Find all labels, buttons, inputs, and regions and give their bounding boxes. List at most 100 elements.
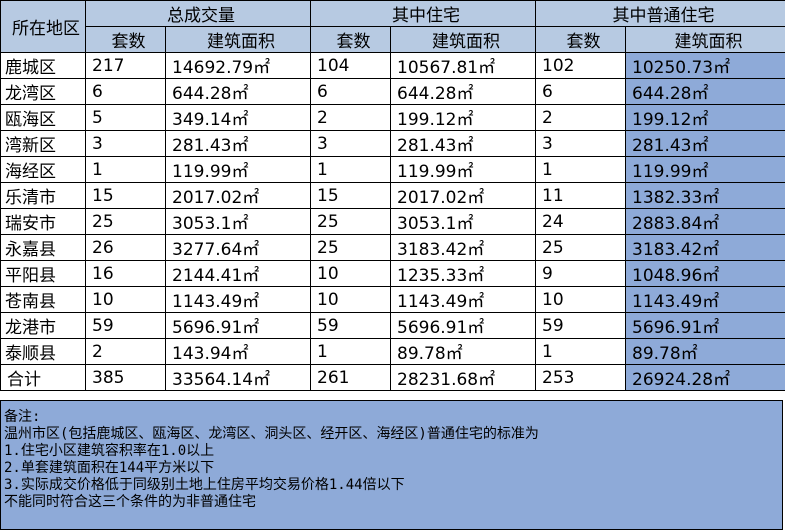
ord-area-cell: 5696.91㎡ [625, 312, 785, 339]
ord-sets-cell: 6 [535, 78, 626, 105]
res-area-cell: 3053.1㎡ [390, 208, 536, 235]
area-name-cell: 海经区 [0, 156, 86, 183]
total-area-cell: 33564.14㎡ [165, 364, 311, 391]
res-sets-cell: 1 [310, 338, 391, 365]
total-area-cell: 2017.02㎡ [165, 182, 311, 209]
res-sets-cell: 25 [310, 234, 391, 261]
header-total-volume: 总成交量 [85, 0, 311, 27]
total-sets-cell: 25 [85, 208, 166, 235]
ord-area-cell: 1143.49㎡ [625, 286, 785, 313]
res-sets-cell: 59 [310, 312, 391, 339]
total-sets-cell: 6 [85, 78, 166, 105]
area-name-cell: 泰顺县 [0, 338, 86, 365]
ord-sets-cell: 2 [535, 104, 626, 131]
notes-box: 备注: 温州市区(包括鹿城区、瓯海区、龙湾区、洞头区、经开区、海经区)普通住宅的… [0, 400, 783, 530]
header-area-size: 建筑面积 [390, 26, 536, 53]
total-area-cell: 119.99㎡ [165, 156, 311, 183]
area-name-cell: 湾新区 [0, 130, 86, 157]
res-sets-cell: 10 [310, 260, 391, 287]
total-sets-cell: 3 [85, 130, 166, 157]
total-sets-cell: 2 [85, 338, 166, 365]
area-name-cell: 鹿城区 [0, 52, 86, 79]
ord-sets-cell: 1 [535, 156, 626, 183]
note-line: 3.实际成交价格低于同级别土地上住房平均交易价格1.44倍以下 [4, 477, 405, 493]
total-area-cell: 5696.91㎡ [165, 312, 311, 339]
note-line: 不能同时符合这三个条件的为非普通住宅 [4, 494, 256, 510]
ord-area-cell: 2883.84㎡ [625, 208, 785, 235]
res-sets-cell: 15 [310, 182, 391, 209]
total-area-cell: 1143.49㎡ [165, 286, 311, 313]
area-name-cell: 龙港市 [0, 312, 86, 339]
table-row: 瓯海区 5 349.14㎡ 2 199.12㎡ 2 199.12㎡ [0, 104, 785, 131]
total-sets-cell: 59 [85, 312, 166, 339]
res-area-cell: 644.28㎡ [390, 78, 536, 105]
ord-sets-cell: 59 [535, 312, 626, 339]
ord-sets-cell: 24 [535, 208, 626, 235]
table-row: 泰顺县 2 143.94㎡ 1 89.78㎡ 1 89.78㎡ [0, 338, 785, 365]
ord-sets-cell: 9 [535, 260, 626, 287]
total-area-cell: 2144.41㎡ [165, 260, 311, 287]
ord-sets-cell: 10 [535, 286, 626, 313]
area-name-cell: 平阳县 [0, 260, 86, 287]
res-area-cell: 89.78㎡ [390, 338, 536, 365]
area-name-cell: 瑞安市 [0, 208, 86, 235]
res-sets-cell: 25 [310, 208, 391, 235]
note-line: 备注: [4, 409, 41, 425]
res-area-cell: 2017.02㎡ [390, 182, 536, 209]
total-sets-cell: 1 [85, 156, 166, 183]
header-sets: 套数 [85, 26, 166, 53]
res-area-cell: 3183.42㎡ [390, 234, 536, 261]
total-sets-cell: 26 [85, 234, 166, 261]
table-row: 龙湾区 6 644.28㎡ 6 644.28㎡ 6 644.28㎡ [0, 78, 785, 105]
table-row: 平阳县 16 2144.41㎡ 10 1235.33㎡ 9 1048.96㎡ [0, 260, 785, 287]
total-area-cell: 143.94㎡ [165, 338, 311, 365]
ord-sets-cell: 11 [535, 182, 626, 209]
total-sets-cell: 16 [85, 260, 166, 287]
note-line: 1.住宅小区建筑容积率在1.0以上 [4, 443, 215, 459]
total-row: 合计 385 33564.14㎡ 261 28231.68㎡ 253 26924.28㎡ [0, 364, 785, 391]
ord-area-cell: 1382.33㎡ [625, 182, 785, 209]
header-area: 所在地区 [0, 0, 86, 53]
ord-area-cell: 1048.96㎡ [625, 260, 785, 287]
total-area-cell: 644.28㎡ [165, 78, 311, 105]
res-area-cell: 281.43㎡ [390, 130, 536, 157]
table-row: 瑞安市 25 3053.1㎡ 25 3053.1㎡ 24 2883.84㎡ [0, 208, 785, 235]
res-area-cell: 1143.49㎡ [390, 286, 536, 313]
table-row: 鹿城区 217 14692.79㎡ 104 10567.81㎡ 102 10250.73㎡ [0, 52, 785, 79]
res-sets-cell: 1 [310, 156, 391, 183]
total-sets-cell: 385 [85, 364, 166, 391]
header-row-groups: 所在地区 总成交量 其中住宅 其中普通住宅 [0, 0, 785, 53]
res-sets-cell: 6 [310, 78, 391, 105]
res-sets-cell: 10 [310, 286, 391, 313]
ord-sets-cell: 1 [535, 338, 626, 365]
area-name-cell: 合计 [0, 364, 86, 391]
total-sets-cell: 217 [85, 52, 166, 79]
ord-area-cell: 10250.73㎡ [625, 52, 785, 79]
ord-sets-cell: 3 [535, 130, 626, 157]
ord-area-cell: 26924.28㎡ [625, 364, 785, 391]
total-area-cell: 3277.64㎡ [165, 234, 311, 261]
total-area-cell: 281.43㎡ [165, 130, 311, 157]
header-ordinary-residential: 其中普通住宅 [535, 0, 785, 27]
table-row: 龙港市 59 5696.91㎡ 59 5696.91㎡ 59 5696.91㎡ [0, 312, 785, 339]
res-area-cell: 1235.33㎡ [390, 260, 536, 287]
res-sets-cell: 104 [310, 52, 391, 79]
ord-area-cell: 199.12㎡ [625, 104, 785, 131]
note-line: 温州市区(包括鹿城区、瓯海区、龙湾区、洞头区、经开区、海经区)普通住宅的标准为 [4, 426, 539, 442]
ord-area-cell: 3183.42㎡ [625, 234, 785, 261]
table-row: 永嘉县 26 3277.64㎡ 25 3183.42㎡ 25 3183.42㎡ [0, 234, 785, 261]
table-row: 海经区 1 119.99㎡ 1 119.99㎡ 1 119.99㎡ [0, 156, 785, 183]
total-sets-cell: 15 [85, 182, 166, 209]
total-sets-cell: 10 [85, 286, 166, 313]
total-sets-cell: 5 [85, 104, 166, 131]
res-area-cell: 10567.81㎡ [390, 52, 536, 79]
ord-area-cell: 281.43㎡ [625, 130, 785, 157]
total-area-cell: 3053.1㎡ [165, 208, 311, 235]
ord-area-cell: 644.28㎡ [625, 78, 785, 105]
total-area-cell: 349.14㎡ [165, 104, 311, 131]
note-line: 2.单套建筑面积在144平方米以下 [4, 460, 215, 476]
area-name-cell: 永嘉县 [0, 234, 86, 261]
ord-area-cell: 119.99㎡ [625, 156, 785, 183]
ord-area-cell: 89.78㎡ [625, 338, 785, 365]
